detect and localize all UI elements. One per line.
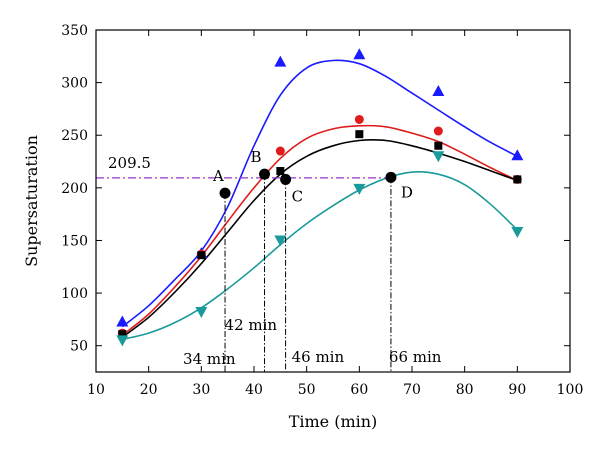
y-tick-label-150: 150 xyxy=(61,233,88,249)
data-point-s1-3 xyxy=(355,115,364,124)
data-point-s0-0 xyxy=(116,315,128,326)
data-point-s1-2 xyxy=(276,147,285,156)
y-tick-label-50: 50 xyxy=(70,339,88,355)
series-line-2 xyxy=(122,140,517,337)
series-line-0 xyxy=(122,60,517,326)
intersection-label-b: B xyxy=(251,148,262,166)
series-line-3 xyxy=(122,172,517,340)
data-point-s0-2 xyxy=(274,56,286,67)
chart: 209.5 A B C D 34 min 42 min 46 min 66 min 10 20 30 4… xyxy=(0,0,600,459)
y-tick-label-200: 200 xyxy=(61,181,88,197)
time-label-d: 66 min xyxy=(389,348,442,366)
data-point-s2-3 xyxy=(355,130,363,138)
x-axis-title: Time (min) xyxy=(289,412,378,431)
data-point-s3-5 xyxy=(511,227,523,238)
intersection-point-d xyxy=(385,172,396,183)
data-point-s3-4 xyxy=(432,151,444,162)
data-point-s3-1 xyxy=(195,307,207,318)
intersection-label-d: D xyxy=(401,183,413,201)
data-point-s2-4 xyxy=(434,142,442,150)
x-tick-label-70: 70 xyxy=(403,382,421,398)
chart-svg: 209.5 A B C D 34 min 42 min 46 min 66 min 10 20 30 4… xyxy=(0,0,600,459)
x-tick-label-40: 40 xyxy=(245,382,263,398)
time-label-a: 34 min xyxy=(183,350,236,368)
data-point-s0-4 xyxy=(432,85,444,96)
intersection-point-c xyxy=(280,174,291,185)
threshold-label: 209.5 xyxy=(108,154,151,172)
data-point-s0-3 xyxy=(353,48,365,59)
intersection-label-c: C xyxy=(292,187,303,205)
data-point-s1-4 xyxy=(434,127,443,136)
time-label-c: 46 min xyxy=(292,348,345,366)
x-tick-label-30: 30 xyxy=(192,382,210,398)
x-tick-label-20: 20 xyxy=(140,382,158,398)
series-line-1 xyxy=(122,126,517,336)
y-tick-label-350: 350 xyxy=(61,23,88,39)
data-point-s2-2 xyxy=(276,167,284,175)
y-tick-label-250: 250 xyxy=(61,128,88,144)
data-point-s2-5 xyxy=(513,175,521,183)
plot-frame xyxy=(96,30,570,372)
y-axis-title: Supersaturation xyxy=(22,135,41,267)
time-label-b: 42 min xyxy=(225,316,278,334)
x-tick-label-50: 50 xyxy=(298,382,316,398)
x-tick-label-10: 10 xyxy=(87,382,105,398)
x-tick-label-90: 90 xyxy=(508,382,526,398)
x-tick-label-100: 100 xyxy=(557,382,584,398)
data-point-s3-0 xyxy=(116,335,128,346)
intersection-label-a: A xyxy=(212,167,224,185)
data-point-s3-3 xyxy=(353,184,365,195)
y-tick-label-300: 300 xyxy=(61,76,88,92)
y-tick-label-100: 100 xyxy=(61,286,88,302)
x-tick-label-80: 80 xyxy=(456,382,474,398)
data-point-s2-1 xyxy=(197,251,205,259)
intersection-point-b xyxy=(259,169,270,180)
x-tick-label-60: 60 xyxy=(350,382,368,398)
intersection-point-a xyxy=(220,188,231,199)
